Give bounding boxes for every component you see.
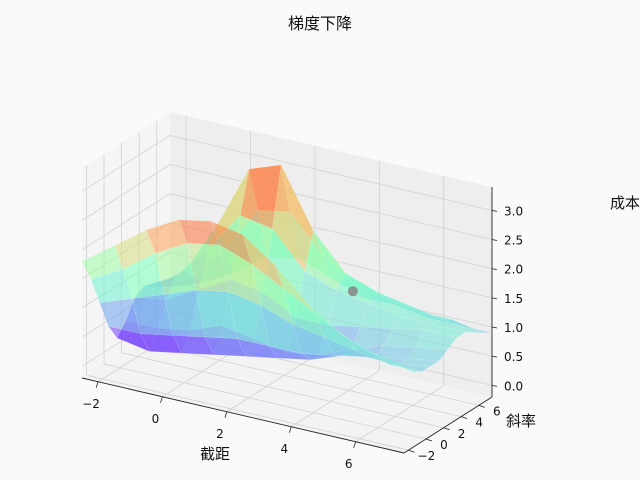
z-tick-label: 1.0 [504,321,523,335]
x-tick-mark [224,411,228,418]
y-tick-mark [461,416,468,419]
y-tick-label: −2 [418,449,436,463]
x-tick-mark [353,441,357,448]
z-tick-label: 3.0 [504,204,523,218]
z-tick-mark [491,326,498,329]
grid-line-z-back [169,134,493,211]
surface-facet [371,352,413,372]
z-tick-label: 2.5 [504,234,523,248]
grid-line-z-side [81,193,171,251]
x-axis-label: 截距 [200,445,230,463]
z-tick-mark [491,355,498,358]
grid-line-y [103,363,427,440]
surface-facet [406,347,449,361]
x-tick-label: 2 [216,427,224,441]
grid-line-x [226,355,316,413]
z-tick-mark [491,268,498,271]
y-tick-label: 6 [493,404,501,418]
descent-point-layer [347,286,358,297]
z-tick-label: 2.0 [504,263,523,277]
grid-line-z-back [169,164,493,240]
surface-facet [397,358,440,367]
y-tick-label: 4 [475,416,483,430]
y-axis-label: 斜率 [506,412,536,430]
cost-surface [81,164,493,373]
x-axis-line [81,377,405,454]
x-tick-mark [160,396,163,403]
z-axis-label: 成本 [610,194,640,212]
z-tick-mark [491,297,498,300]
grid-line-x [291,370,380,428]
z-tick-label: 0.5 [504,350,523,364]
surface-facet [415,329,458,350]
grid-line-y [139,341,462,417]
y-tick-mark [408,449,415,453]
z-tick-mark [491,209,498,212]
x-tick-label: −2 [82,397,100,411]
y-tick-label: 0 [440,438,448,452]
grid-line-y [86,374,409,451]
axis-lines [81,187,493,454]
grid-line-z-back [169,193,493,270]
chart-title: 梯度下降 [288,14,352,33]
grid-line-z-side [81,134,171,192]
x-tick-label: 4 [280,442,288,456]
y-tick-mark [425,438,433,442]
z-tick-label: 0.0 [504,379,523,393]
grid-line-z-side [81,164,171,221]
x-tick-mark [288,426,292,433]
x-tick-mark [95,381,99,388]
surface-facet [442,318,484,333]
x-tick-label: 6 [345,457,353,471]
descent-point [347,286,358,297]
y-tick-mark [478,405,485,408]
y-tick-mark [443,427,450,431]
grid-line-y [121,352,444,429]
z-tick-label: 1.5 [504,292,523,306]
z-tick-mark [491,384,498,387]
y-axis-line [403,396,493,454]
x-tick-label: 0 [152,412,160,426]
grid-line-x [355,385,444,443]
y-tick-label: 2 [458,427,466,441]
z-tick-mark [491,239,498,241]
